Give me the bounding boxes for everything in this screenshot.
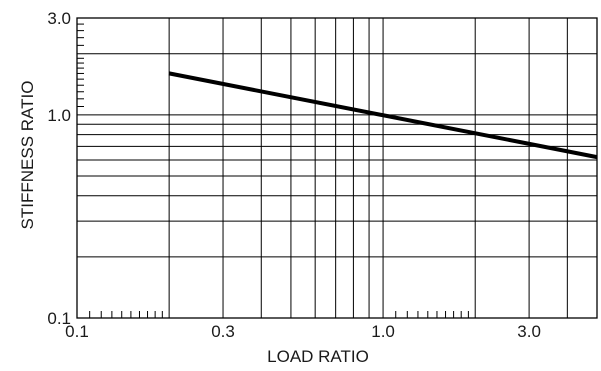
series-lines bbox=[168, 71, 598, 160]
x-tick-label: 0.1 bbox=[65, 322, 89, 341]
x-tick-label: 1.0 bbox=[371, 322, 395, 341]
y-tick-label: 3.0 bbox=[47, 9, 71, 28]
plot-frame bbox=[76, 17, 598, 319]
grid bbox=[76, 17, 598, 319]
tick-labels: 0.1 0.3 1.0 3.0 0.1 1.0 3.0 bbox=[47, 9, 541, 341]
y-axis-label: STIFFNESS RATIO bbox=[18, 81, 37, 230]
series-line bbox=[168, 71, 598, 160]
minor-ticks bbox=[77, 23, 469, 318]
x-tick-label: 0.3 bbox=[211, 322, 235, 341]
y-tick-label: 0.1 bbox=[47, 309, 71, 328]
x-tick-label: 3.0 bbox=[517, 322, 541, 341]
y-tick-label: 1.0 bbox=[47, 106, 71, 125]
x-axis-label: LOAD RATIO bbox=[267, 347, 369, 366]
